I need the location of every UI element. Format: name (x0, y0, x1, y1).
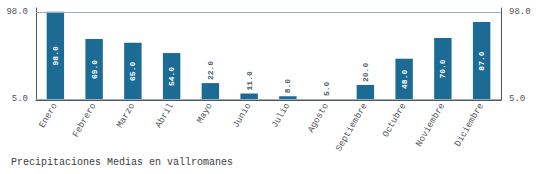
svg-text:Febrero: Febrero (71, 101, 99, 139)
svg-text:Marzo: Marzo (115, 101, 137, 129)
svg-text:Noviembre: Noviembre (414, 101, 447, 148)
svg-text:8.0: 8.0 (283, 79, 292, 94)
svg-text:Junio: Junio (231, 101, 253, 129)
svg-text:Diciembre: Diciembre (453, 101, 486, 148)
svg-text:Octubre: Octubre (381, 101, 409, 139)
svg-text:87.0: 87.0 (477, 51, 486, 70)
svg-text:48.0: 48.0 (400, 70, 409, 89)
svg-text:69.0: 69.0 (90, 60, 99, 79)
svg-text:5.0: 5.0 (12, 94, 28, 104)
svg-text:70.0: 70.0 (438, 59, 447, 78)
svg-text:98.0: 98.0 (509, 7, 531, 17)
svg-text:98.0: 98.0 (6, 7, 28, 17)
svg-text:98.0: 98.0 (51, 46, 60, 65)
svg-text:11.0: 11.0 (245, 71, 254, 90)
svg-text:Precipitaciones Medias en vall: Precipitaciones Medias en vallromanes (11, 157, 233, 168)
svg-text:54.0: 54.0 (167, 67, 176, 86)
svg-text:5.0: 5.0 (509, 94, 525, 104)
svg-text:Septiembre: Septiembre (334, 101, 370, 153)
svg-text:65.0: 65.0 (128, 62, 137, 81)
svg-text:Mayo: Mayo (195, 101, 214, 125)
svg-text:Agosto: Agosto (306, 101, 331, 134)
svg-text:20.0: 20.0 (361, 63, 370, 82)
svg-text:5.0: 5.0 (322, 81, 331, 96)
svg-text:Julio: Julio (270, 101, 292, 129)
svg-text:22.0: 22.0 (206, 61, 215, 80)
svg-text:Abril: Abril (154, 101, 176, 129)
svg-text:Enero: Enero (38, 101, 60, 129)
